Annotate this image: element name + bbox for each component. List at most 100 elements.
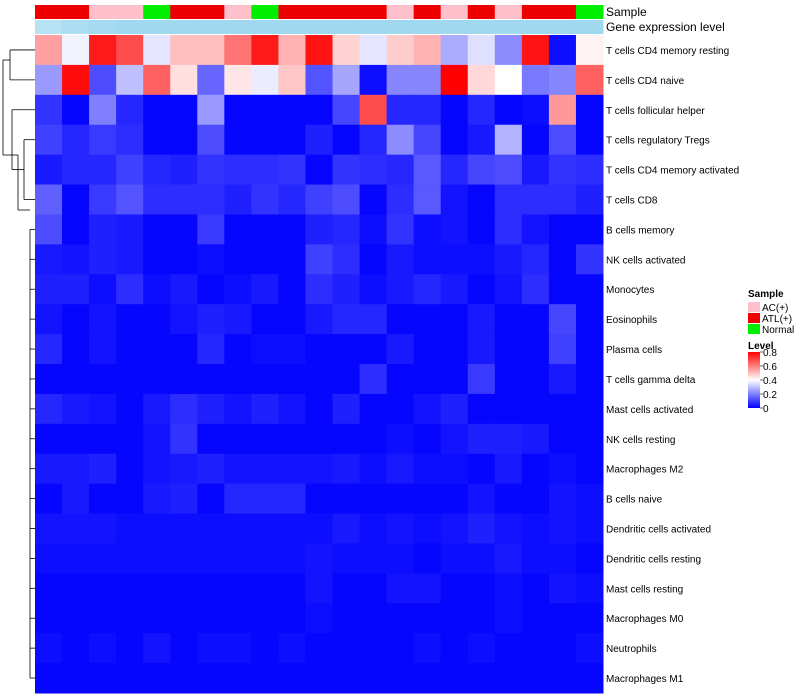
sample-group-cell	[332, 5, 361, 19]
heatmap-cell	[224, 244, 252, 275]
heatmap-cell	[170, 453, 198, 485]
expression-level-cell	[89, 20, 117, 34]
heatmap-cell	[278, 184, 306, 215]
row-label: Neutrophils	[606, 644, 657, 655]
heatmap-cell	[251, 453, 279, 485]
row-label: T cells follicular helper	[606, 106, 705, 117]
heatmap-cell	[251, 304, 279, 335]
heatmap-cell	[62, 573, 90, 604]
heatmap-cell	[332, 573, 361, 604]
heatmap-cell	[278, 513, 306, 544]
level-tick-label: 0.8	[763, 348, 777, 359]
row-label: Mast cells activated	[606, 405, 693, 416]
heatmap-cell	[170, 543, 198, 574]
heatmap-cell	[35, 244, 63, 275]
heatmap-cell	[359, 64, 388, 96]
heatmap-cell	[251, 423, 279, 455]
heatmap-cell	[35, 543, 63, 574]
heatmap-cell	[116, 453, 144, 485]
heatmap-cell	[494, 483, 523, 515]
heatmap-cell	[143, 663, 171, 694]
heatmap-cell	[332, 214, 361, 245]
heatmap-cell	[413, 573, 442, 604]
heatmap-cell	[521, 35, 550, 66]
heatmap-cell	[521, 453, 550, 485]
heatmap-cell	[251, 124, 279, 156]
heatmap-cell	[440, 244, 469, 275]
heatmap-cell	[89, 543, 117, 574]
heatmap-cell	[521, 633, 550, 664]
heatmap-cell	[359, 663, 388, 694]
row-label: Macrophages M2	[606, 465, 684, 476]
heatmap-cell	[278, 573, 306, 604]
sample-group-cell	[116, 5, 144, 19]
heatmap-cell	[575, 124, 604, 156]
sample-group-cell	[575, 5, 604, 19]
sample-legend: Sample AC(+) ATL(+) Normal	[748, 289, 794, 336]
heatmap-cell	[521, 393, 550, 425]
heatmap-cell	[116, 94, 144, 126]
heatmap-cell	[521, 214, 550, 245]
heatmap-cell	[278, 453, 306, 485]
heatmap-cell	[197, 274, 225, 305]
heatmap-cell	[521, 334, 550, 365]
heatmap-cell	[548, 513, 577, 544]
heatmap-cell	[116, 603, 144, 634]
sample-group-cell	[548, 5, 577, 19]
heatmap-cell	[413, 274, 442, 305]
heatmap-cell	[116, 393, 144, 425]
heatmap-cell	[548, 214, 577, 245]
heatmap-cell	[332, 244, 361, 275]
heatmap-cell	[170, 304, 198, 335]
heatmap-cell	[359, 334, 388, 365]
heatmap-cell	[467, 453, 496, 485]
row-label: Macrophages M0	[606, 614, 684, 625]
heatmap-cell	[413, 35, 442, 66]
heatmap-cell	[332, 334, 361, 365]
heatmap-cell	[548, 124, 577, 156]
heatmap-cell	[143, 64, 171, 96]
heatmap-cell	[413, 64, 442, 96]
sample-group-cell	[143, 5, 171, 19]
heatmap-cell	[521, 64, 550, 96]
heatmap-cell	[251, 274, 279, 305]
heatmap-cell	[89, 35, 117, 66]
heatmap-cell	[440, 543, 469, 574]
heatmap-cell	[332, 453, 361, 485]
heatmap-cell	[251, 393, 279, 425]
heatmap-cell	[386, 663, 415, 694]
heatmap-cell	[35, 64, 63, 96]
heatmap-cell	[332, 184, 361, 215]
heatmap-cell	[575, 364, 604, 395]
heatmap-cell	[251, 633, 279, 664]
heatmap-cell	[359, 513, 388, 544]
heatmap-cell	[170, 393, 198, 425]
heatmap-cell	[386, 364, 415, 395]
heatmap-cell	[197, 603, 225, 634]
row-label: Macrophages M1	[606, 674, 684, 685]
heatmap-cell	[89, 573, 117, 604]
expression-level-cell	[143, 20, 171, 34]
row-label: B cells naive	[606, 495, 663, 506]
heatmap-cell	[575, 35, 604, 66]
heatmap-cell	[251, 483, 279, 515]
heatmap-cell	[35, 633, 63, 664]
heatmap-cell	[359, 124, 388, 156]
heatmap-cell	[251, 94, 279, 126]
heatmap-cell	[332, 423, 361, 455]
heatmap-cell	[494, 64, 523, 96]
heatmap-cell	[386, 154, 415, 186]
heatmap-cell	[89, 633, 117, 664]
heatmap-cell	[386, 35, 415, 66]
heatmap-cell	[116, 633, 144, 664]
heatmap-cell	[116, 214, 144, 245]
sample-group-cell	[359, 5, 388, 19]
heatmap-cell	[440, 633, 469, 664]
heatmap-cell	[467, 214, 496, 245]
heatmap-cell	[197, 35, 225, 66]
heatmap-cell	[278, 154, 306, 186]
level-colorbar	[748, 352, 760, 408]
heatmap-cell	[305, 603, 334, 634]
heatmap-cell	[224, 663, 252, 694]
heatmap-cell	[278, 214, 306, 245]
